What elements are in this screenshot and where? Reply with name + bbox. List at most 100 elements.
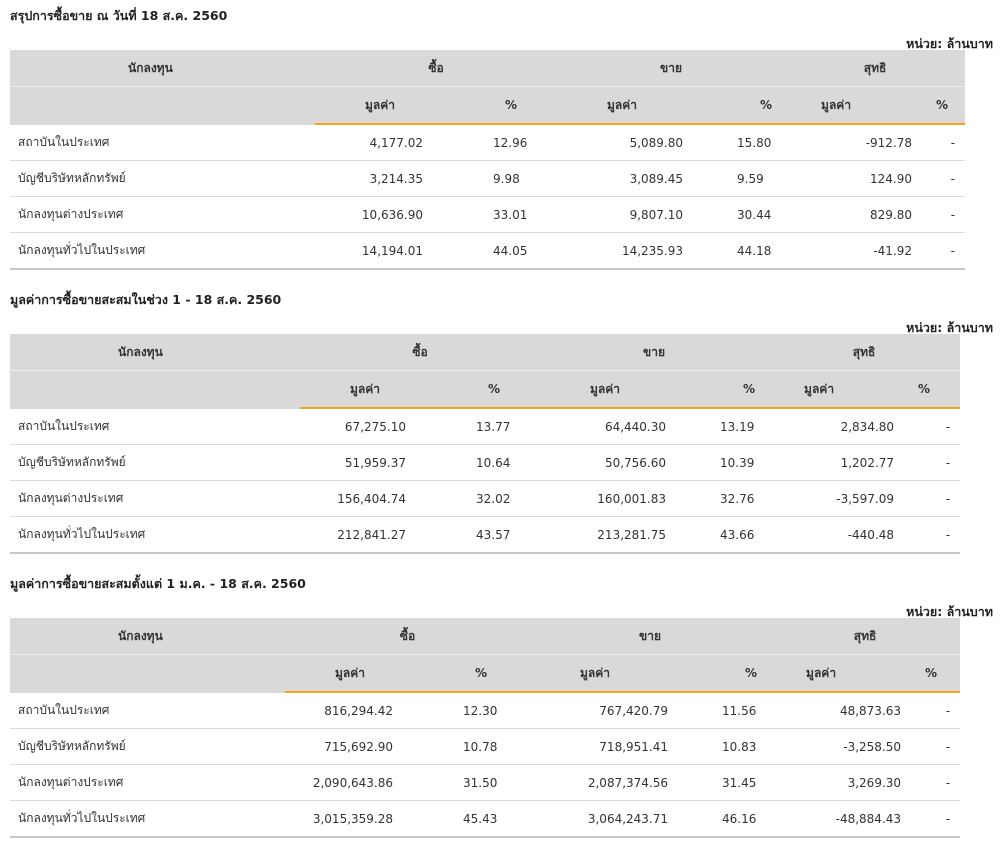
header-net: สุทธิ <box>768 334 961 371</box>
sell-value: 160,001.83 <box>540 480 669 517</box>
sell-percent: 13.19 <box>668 408 769 445</box>
net-percent: - <box>916 232 966 270</box>
sell-value: 3,089.45 <box>557 160 686 197</box>
header-sell: ขาย <box>540 334 769 371</box>
net-value: -48,884.43 <box>770 800 906 838</box>
net-percent: - <box>898 480 961 517</box>
buy-value: 67,275.10 <box>300 408 408 445</box>
header-sell-pct: % <box>668 370 769 409</box>
header-blank <box>10 370 300 409</box>
header-sell-value: มูลค่า <box>557 86 686 125</box>
header-buy-pct: % <box>408 370 541 409</box>
table-row: บัญชีบริษัทหลักทรัพย์ 51,959.37 10.64 50… <box>10 444 961 481</box>
net-percent: - <box>898 516 961 554</box>
header-buy-value: มูลค่า <box>300 370 408 409</box>
header-buy-value: มูลค่า <box>285 654 395 693</box>
table-row: สถาบันในประเทศ 67,275.10 13.77 64,440.30… <box>10 408 961 445</box>
buy-percent: 10.78 <box>395 728 531 765</box>
table-row: บัญชีบริษัทหลักทรัพย์ 3,214.35 9.98 3,08… <box>10 160 966 197</box>
sell-value: 767,420.79 <box>530 692 671 729</box>
net-value: 2,834.80 <box>768 408 899 445</box>
header-sell-pct: % <box>670 654 771 693</box>
net-percent: - <box>916 196 966 233</box>
sell-percent: 30.44 <box>685 196 786 233</box>
investor-type: นักลงทุนต่างประเทศ <box>10 480 300 517</box>
header-investor: นักลงทุน <box>10 618 285 655</box>
unit-label: หน่วย: ล้านบาท <box>906 36 993 51</box>
header-net-value: มูลค่า <box>785 86 917 125</box>
investor-type: สถาบันในประเทศ <box>10 692 285 729</box>
section-title: มูลค่าการซื้อขายสะสมตั้งแต่ 1 ม.ค. - 18 … <box>10 576 306 591</box>
header-sell-pct: % <box>685 86 786 125</box>
net-percent: - <box>916 160 966 197</box>
buy-percent: 13.77 <box>408 408 541 445</box>
net-value: -3,597.09 <box>768 480 899 517</box>
sell-percent: 32.76 <box>668 480 769 517</box>
buy-percent: 43.57 <box>408 516 541 554</box>
header-net-pct: % <box>905 654 961 693</box>
header-sell: ขาย <box>530 618 771 655</box>
buy-percent: 12.96 <box>425 124 558 161</box>
table-row: สถาบันในประเทศ 816,294.42 12.30 767,420.… <box>10 692 961 729</box>
net-percent: - <box>898 408 961 445</box>
sell-percent: 31.45 <box>670 764 771 801</box>
net-percent: - <box>898 444 961 481</box>
sell-value: 64,440.30 <box>540 408 669 445</box>
buy-percent: 12.30 <box>395 692 531 729</box>
net-value: -41.92 <box>785 232 917 270</box>
net-value: 1,202.77 <box>768 444 899 481</box>
net-value: -912.78 <box>785 124 917 161</box>
investor-type: นักลงทุนต่างประเทศ <box>10 196 315 233</box>
investor-type: นักลงทุนต่างประเทศ <box>10 764 285 801</box>
buy-value: 3,214.35 <box>315 160 425 197</box>
buy-value: 3,015,359.28 <box>285 800 395 838</box>
net-value: 3,269.30 <box>770 764 906 801</box>
header-sell: ขาย <box>557 50 786 87</box>
net-percent: - <box>905 800 961 838</box>
trading-summary-table: นักลงทุน ซื้อ ขาย สุทธิ มูลค่า % มูลค่า … <box>10 50 966 270</box>
net-percent: - <box>905 728 961 765</box>
net-value: 48,873.63 <box>770 692 906 729</box>
header-blank <box>10 86 315 125</box>
investor-type: บัญชีบริษัทหลักทรัพย์ <box>10 728 285 765</box>
header-blank <box>10 654 285 693</box>
investor-type: นักลงทุนทั่วไปในประเทศ <box>10 800 285 838</box>
header-buy: ซื้อ <box>315 50 558 87</box>
sell-value: 213,281.75 <box>540 516 669 554</box>
header-net-value: มูลค่า <box>768 370 899 409</box>
investor-type: นักลงทุนทั่วไปในประเทศ <box>10 516 300 554</box>
table-row: นักลงทุนต่างประเทศ 2,090,643.86 31.50 2,… <box>10 764 961 801</box>
table-row: นักลงทุนทั่วไปในประเทศ 14,194.01 44.05 1… <box>10 232 966 270</box>
header-net-pct: % <box>916 86 966 125</box>
buy-percent: 45.43 <box>395 800 531 838</box>
sell-value: 50,756.60 <box>540 444 669 481</box>
net-value: 829.80 <box>785 196 917 233</box>
header-buy: ซื้อ <box>285 618 531 655</box>
buy-percent: 33.01 <box>425 196 558 233</box>
unit-label: หน่วย: ล้านบาท <box>906 320 993 335</box>
sell-value: 718,951.41 <box>530 728 671 765</box>
net-value: -3,258.50 <box>770 728 906 765</box>
buy-percent: 31.50 <box>395 764 531 801</box>
sell-value: 5,089.80 <box>557 124 686 161</box>
table-row: สถาบันในประเทศ 4,177.02 12.96 5,089.80 1… <box>10 124 966 161</box>
table-row: นักลงทุนต่างประเทศ 10,636.90 33.01 9,807… <box>10 196 966 233</box>
section-title: สรุปการซื้อขาย ณ วันที่ 18 ส.ค. 2560 <box>10 8 228 23</box>
sell-value: 2,087,374.56 <box>530 764 671 801</box>
header-net-pct: % <box>898 370 961 409</box>
buy-value: 2,090,643.86 <box>285 764 395 801</box>
header-buy-pct: % <box>395 654 531 693</box>
header-net: สุทธิ <box>785 50 966 87</box>
buy-value: 14,194.01 <box>315 232 425 270</box>
sell-percent: 10.39 <box>668 444 769 481</box>
header-sell-value: มูลค่า <box>540 370 669 409</box>
trading-summary-table: นักลงทุน ซื้อ ขาย สุทธิ มูลค่า % มูลค่า … <box>10 334 961 554</box>
sell-percent: 11.56 <box>670 692 771 729</box>
table-row: นักลงทุนทั่วไปในประเทศ 212,841.27 43.57 … <box>10 516 961 554</box>
sell-percent: 44.18 <box>685 232 786 270</box>
buy-value: 4,177.02 <box>315 124 425 161</box>
header-investor: นักลงทุน <box>10 334 300 371</box>
sell-percent: 9.59 <box>685 160 786 197</box>
header-net-value: มูลค่า <box>770 654 906 693</box>
buy-value: 10,636.90 <box>315 196 425 233</box>
